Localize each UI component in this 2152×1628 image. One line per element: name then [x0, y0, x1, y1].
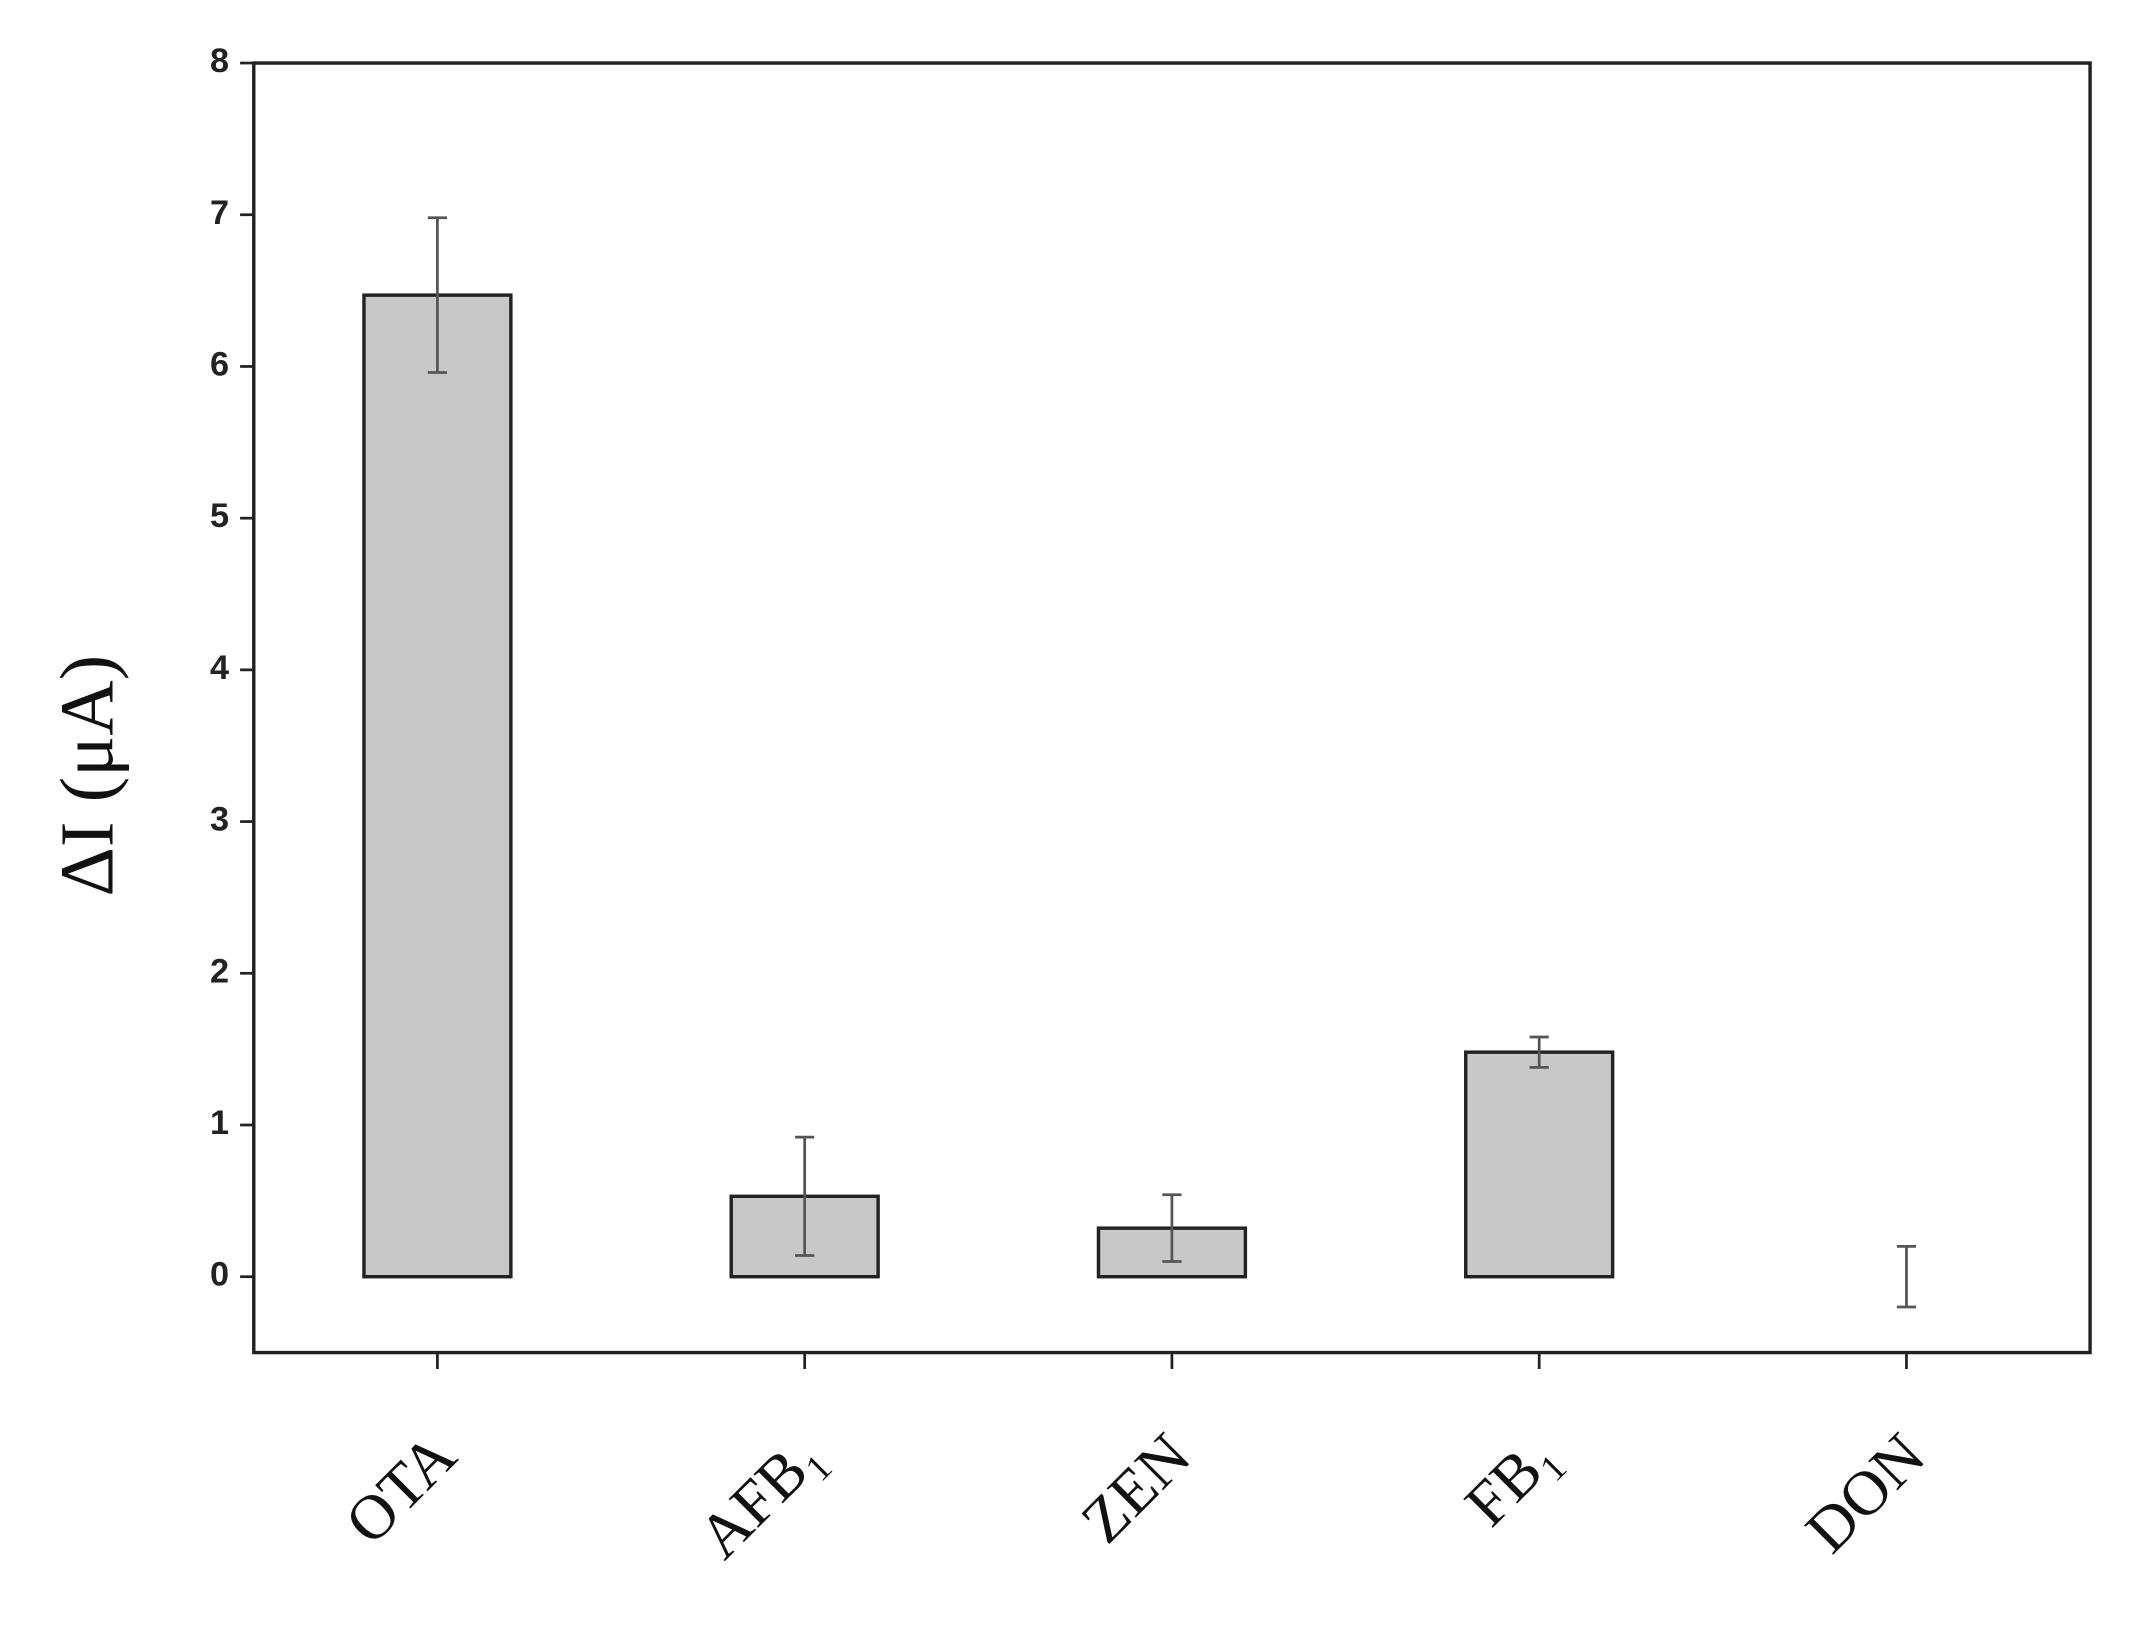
bar: [362, 293, 513, 1279]
x-tick-label: AFB₁: [685, 1420, 837, 1572]
x-tick-label: DON: [1792, 1420, 1938, 1566]
y-tick-label: 8: [210, 42, 229, 80]
y-tick-label: 1: [210, 1104, 229, 1142]
y-tick-label: 2: [210, 952, 229, 990]
y-tick-label: 4: [210, 649, 229, 687]
y-tick-label: 0: [210, 1256, 229, 1294]
y-axis-label: ΔI (μA): [44, 655, 129, 897]
y-tick-label: 3: [210, 801, 229, 839]
x-tick-label: FB₁: [1451, 1420, 1571, 1540]
y-tick-label: 7: [210, 194, 229, 232]
x-tick-label: OTA: [332, 1420, 470, 1558]
y-tick-label: 6: [210, 346, 229, 384]
x-tick-label: ZEN: [1068, 1420, 1204, 1556]
plot-frame: [252, 61, 2092, 1355]
y-tick-label: 5: [210, 497, 229, 535]
bar: [1464, 1050, 1615, 1279]
